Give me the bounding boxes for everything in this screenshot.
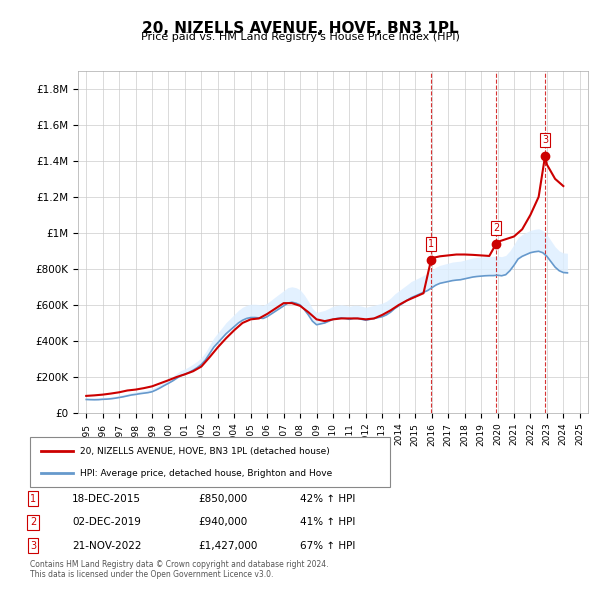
- Text: Price paid vs. HM Land Registry's House Price Index (HPI): Price paid vs. HM Land Registry's House …: [140, 32, 460, 42]
- Text: 20, NIZELLS AVENUE, HOVE, BN3 1PL: 20, NIZELLS AVENUE, HOVE, BN3 1PL: [142, 21, 458, 35]
- Text: Contains HM Land Registry data © Crown copyright and database right 2024.
This d: Contains HM Land Registry data © Crown c…: [30, 560, 329, 579]
- FancyBboxPatch shape: [30, 437, 390, 487]
- Text: 1: 1: [30, 494, 36, 503]
- Text: 02-DEC-2019: 02-DEC-2019: [72, 517, 141, 527]
- Text: HPI: Average price, detached house, Brighton and Hove: HPI: Average price, detached house, Brig…: [80, 469, 332, 478]
- Text: £1,427,000: £1,427,000: [198, 541, 257, 550]
- Text: 2: 2: [30, 517, 36, 527]
- Text: 42% ↑ HPI: 42% ↑ HPI: [300, 494, 355, 503]
- Text: 3: 3: [542, 135, 548, 145]
- Text: 41% ↑ HPI: 41% ↑ HPI: [300, 517, 355, 527]
- Text: 20, NIZELLS AVENUE, HOVE, BN3 1PL (detached house): 20, NIZELLS AVENUE, HOVE, BN3 1PL (detac…: [80, 447, 330, 456]
- Text: £850,000: £850,000: [198, 494, 247, 503]
- Text: 67% ↑ HPI: 67% ↑ HPI: [300, 541, 355, 550]
- Text: 2: 2: [493, 223, 499, 233]
- Text: 21-NOV-2022: 21-NOV-2022: [72, 541, 142, 550]
- Text: £940,000: £940,000: [198, 517, 247, 527]
- Text: 18-DEC-2015: 18-DEC-2015: [72, 494, 141, 503]
- Text: 1: 1: [428, 239, 434, 249]
- Text: 3: 3: [30, 541, 36, 550]
